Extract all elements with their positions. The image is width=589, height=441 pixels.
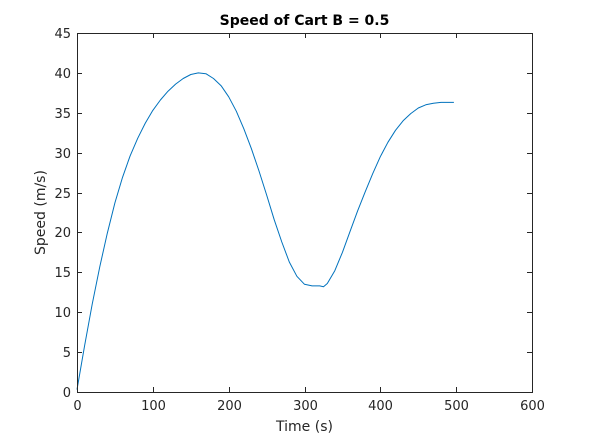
y-tick-label: 40: [54, 67, 71, 82]
y-tick-label: 35: [54, 107, 71, 122]
y-tick-label: 5: [63, 346, 71, 361]
y-tick-label: 15: [54, 266, 71, 281]
y-tick-label: 25: [54, 187, 71, 202]
x-tick-label: 300: [293, 399, 318, 414]
x-axis: 0 100 200 300 400 500 600: [73, 33, 545, 414]
chart-title: Speed of Cart B = 0.5: [220, 13, 390, 29]
x-tick-label: 600: [520, 399, 545, 414]
y-tick-label: 20: [54, 226, 71, 241]
y-axis: 0 5 10 15 20 25 30 35 40 45: [54, 27, 532, 401]
x-tick-label: 100: [141, 399, 166, 414]
y-tick-label: 0: [63, 386, 71, 401]
y-axis-label: Speed (m/s): [33, 170, 49, 255]
plot-area: [77, 33, 532, 392]
y-tick-label: 45: [54, 27, 71, 42]
y-tick-label: 30: [54, 147, 71, 162]
x-tick-label: 400: [368, 399, 393, 414]
x-tick-label: 200: [217, 399, 242, 414]
series-line-0: [76, 72, 454, 390]
x-tick-label: 0: [73, 399, 81, 414]
y-tick-label: 10: [54, 306, 71, 321]
series-layer: [76, 72, 454, 390]
x-axis-label: Time (s): [275, 419, 333, 435]
x-tick-label: 500: [444, 399, 469, 414]
